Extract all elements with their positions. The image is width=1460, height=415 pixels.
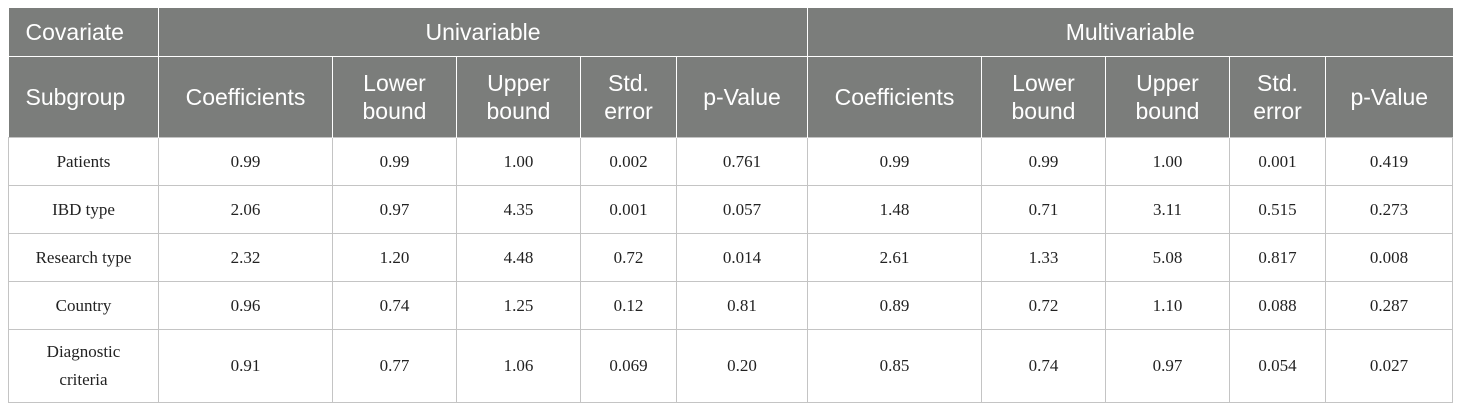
uni-coefficient-cell: 2.32 xyxy=(158,233,333,282)
table-row: Research type 2.32 1.20 4.48 0.72 0.014 … xyxy=(8,233,1454,282)
uni-p-value-cell: 0.20 xyxy=(676,329,808,403)
row-label: Diagnostic criteria xyxy=(8,329,159,403)
multi-upper-bound-cell: 5.08 xyxy=(1105,233,1230,282)
multi-std-error-cell: 0.817 xyxy=(1229,233,1326,282)
subgroup-header: Subgroup xyxy=(8,56,159,138)
row-label: Patients xyxy=(8,137,159,186)
uni-coefficient-cell: 0.99 xyxy=(158,137,333,186)
regression-table-container: Covariate Univariable Multivariable Subg… xyxy=(8,8,1454,403)
multi-coefficient-cell: 0.89 xyxy=(807,281,982,330)
multi-lower-bound-cell: 0.71 xyxy=(981,185,1106,234)
multi-upper-bound-cell: 1.00 xyxy=(1105,137,1230,186)
multi-std-error-cell: 0.088 xyxy=(1229,281,1326,330)
multi-coefficient-cell: 0.99 xyxy=(807,137,982,186)
uni-std-error-cell: 0.001 xyxy=(580,185,677,234)
univariable-group-header: Univariable xyxy=(158,8,808,57)
uni-lower-bound-cell: 0.99 xyxy=(332,137,457,186)
multi-p-value-cell: 0.273 xyxy=(1324,185,1454,234)
uni-upper-bound-header: Upper bound xyxy=(456,56,581,138)
uni-p-value-cell: 0.014 xyxy=(676,233,808,282)
uni-upper-bound-cell: 1.00 xyxy=(456,137,581,186)
uni-upper-bound-cell: 4.48 xyxy=(456,233,581,282)
uni-std-error-cell: 0.72 xyxy=(580,233,677,282)
uni-upper-bound-cell: 1.06 xyxy=(456,329,581,403)
uni-std-error-header: Std. error xyxy=(580,56,677,138)
uni-coefficients-header: Coefficients xyxy=(158,56,333,138)
multi-upper-bound-cell: 3.11 xyxy=(1105,185,1230,234)
multi-std-error-header: Std. error xyxy=(1229,56,1326,138)
uni-coefficient-cell: 2.06 xyxy=(158,185,333,234)
uni-lower-bound-cell: 0.77 xyxy=(332,329,457,403)
multi-lower-bound-cell: 1.33 xyxy=(981,233,1106,282)
table-header: Covariate Univariable Multivariable Subg… xyxy=(8,8,1453,138)
header-column-row: Subgroup Coefficients Lower bound Upper bo… xyxy=(8,56,1453,138)
multi-p-value-cell: 0.287 xyxy=(1324,281,1454,330)
uni-p-value-header: p-Value xyxy=(676,56,808,138)
regression-table: Covariate Univariable Multivariable Subg… xyxy=(8,8,1454,403)
multi-lower-bound-header: Lower bound xyxy=(981,56,1106,138)
uni-lower-bound-cell: 0.97 xyxy=(332,185,457,234)
multi-std-error-cell: 0.054 xyxy=(1229,329,1326,403)
header-group-row: Covariate Univariable Multivariable xyxy=(8,8,1453,57)
uni-lower-bound-cell: 1.20 xyxy=(332,233,457,282)
uni-std-error-cell: 0.002 xyxy=(580,137,677,186)
multi-p-value-header: p-Value xyxy=(1325,56,1453,138)
uni-coefficient-cell: 0.91 xyxy=(158,329,333,403)
uni-upper-bound-cell: 1.25 xyxy=(456,281,581,330)
table-row: Country 0.96 0.74 1.25 0.12 0.81 0.89 0.… xyxy=(8,281,1454,330)
table-row: IBD type 2.06 0.97 4.35 0.001 0.057 1.48… xyxy=(8,185,1454,234)
uni-p-value-cell: 0.81 xyxy=(676,281,808,330)
table-body: Patients 0.99 0.99 1.00 0.002 0.761 0.99… xyxy=(8,137,1454,403)
uni-lower-bound-cell: 0.74 xyxy=(332,281,457,330)
row-label: Research type xyxy=(8,233,159,282)
multi-lower-bound-cell: 0.74 xyxy=(981,329,1106,403)
uni-std-error-cell: 0.069 xyxy=(580,329,677,403)
multi-coefficient-cell: 2.61 xyxy=(807,233,982,282)
uni-lower-bound-header: Lower bound xyxy=(332,56,457,138)
row-label: IBD type xyxy=(8,185,159,234)
uni-upper-bound-cell: 4.35 xyxy=(456,185,581,234)
uni-p-value-cell: 0.761 xyxy=(676,137,808,186)
table-row: Diagnostic criteria 0.91 0.77 1.06 0.069 … xyxy=(8,329,1454,403)
multi-p-value-cell: 0.027 xyxy=(1324,329,1454,403)
multi-p-value-cell: 0.008 xyxy=(1324,233,1454,282)
multivariable-group-header: Multivariable xyxy=(807,8,1453,57)
multi-upper-bound-cell: 1.10 xyxy=(1105,281,1230,330)
covariate-header: Covariate xyxy=(8,8,159,57)
multi-upper-bound-header: Upper bound xyxy=(1105,56,1230,138)
multi-std-error-cell: 0.001 xyxy=(1229,137,1326,186)
multi-coefficients-header: Coefficients xyxy=(807,56,982,138)
multi-lower-bound-cell: 0.99 xyxy=(981,137,1106,186)
row-label: Country xyxy=(8,281,159,330)
multi-coefficient-cell: 0.85 xyxy=(807,329,982,403)
multi-p-value-cell: 0.419 xyxy=(1324,137,1454,186)
multi-coefficient-cell: 1.48 xyxy=(807,185,982,234)
uni-coefficient-cell: 0.96 xyxy=(158,281,333,330)
multi-std-error-cell: 0.515 xyxy=(1229,185,1326,234)
table-row: Patients 0.99 0.99 1.00 0.002 0.761 0.99… xyxy=(8,137,1454,186)
uni-p-value-cell: 0.057 xyxy=(676,185,808,234)
multi-upper-bound-cell: 0.97 xyxy=(1105,329,1230,403)
uni-std-error-cell: 0.12 xyxy=(580,281,677,330)
multi-lower-bound-cell: 0.72 xyxy=(981,281,1106,330)
